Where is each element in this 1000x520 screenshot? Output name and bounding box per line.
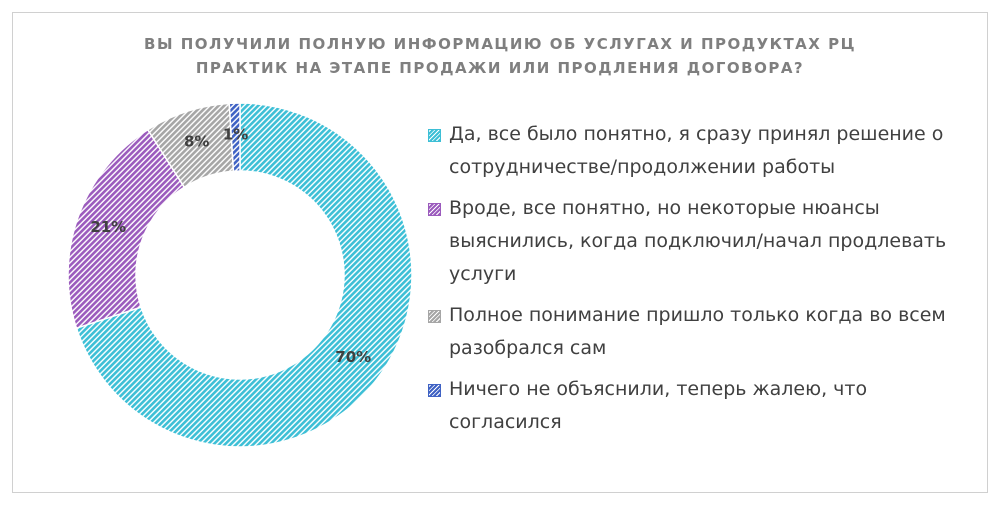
- legend-label: Ничего не объяснили, теперь жалею, что с…: [449, 378, 868, 433]
- legend-item: Вроде, все понятно, но некоторые нюансы …: [428, 192, 958, 291]
- legend-swatch: [428, 384, 441, 397]
- data-label: 1%: [223, 126, 248, 144]
- legend-label: Полное понимание пришло только когда во …: [449, 304, 946, 359]
- legend-item: Да, все было понятно, я сразу принял реш…: [428, 118, 958, 184]
- legend-label: Вроде, все понятно, но некоторые нюансы …: [449, 197, 947, 285]
- legend-item: Ничего не объяснили, теперь жалею, что с…: [428, 373, 958, 439]
- legend-swatch: [428, 203, 441, 216]
- legend-swatch: [428, 310, 441, 323]
- chart-title: ВЫ ПОЛУЧИЛИ ПОЛНУЮ ИНФОРМАЦИЮ ОБ УСЛУГАХ…: [144, 35, 856, 77]
- legend-item: Полное понимание пришло только когда во …: [428, 299, 958, 365]
- donut-segment: [75, 102, 413, 448]
- legend-label: Да, все было понятно, я сразу принял реш…: [449, 123, 944, 178]
- legend-swatch: [428, 129, 441, 142]
- donut-segment: [228, 102, 241, 173]
- data-label: 70%: [335, 348, 371, 366]
- data-label: 21%: [90, 218, 126, 236]
- legend: Да, все было понятно, я сразу принял реш…: [428, 118, 958, 447]
- data-label: 8%: [184, 132, 209, 150]
- chart-border: [12, 12, 988, 493]
